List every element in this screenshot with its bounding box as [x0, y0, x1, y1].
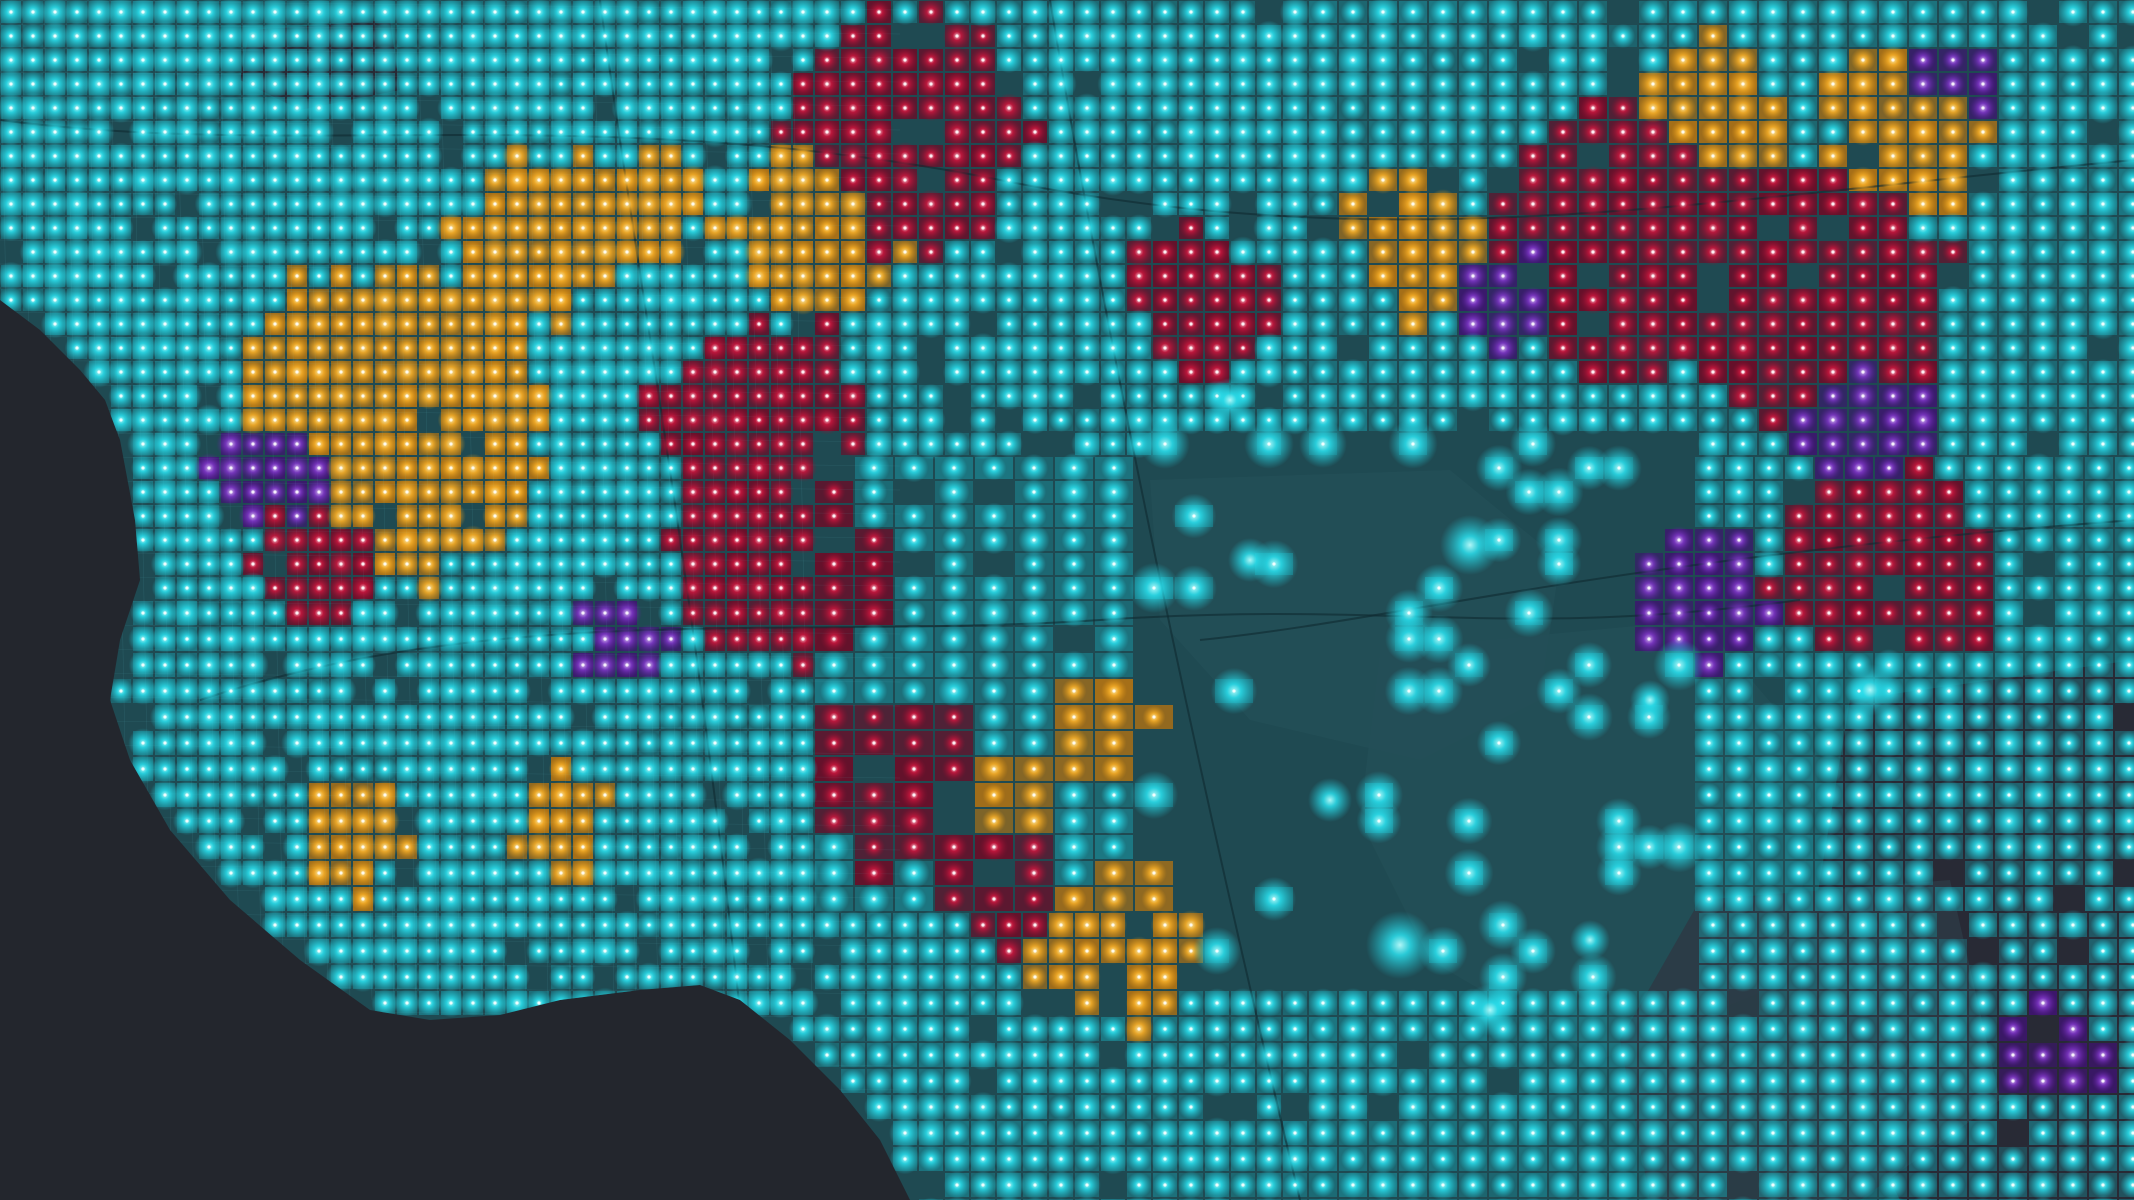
map-canvas[interactable]: [0, 0, 2134, 1200]
map-view[interactable]: [0, 0, 2134, 1200]
